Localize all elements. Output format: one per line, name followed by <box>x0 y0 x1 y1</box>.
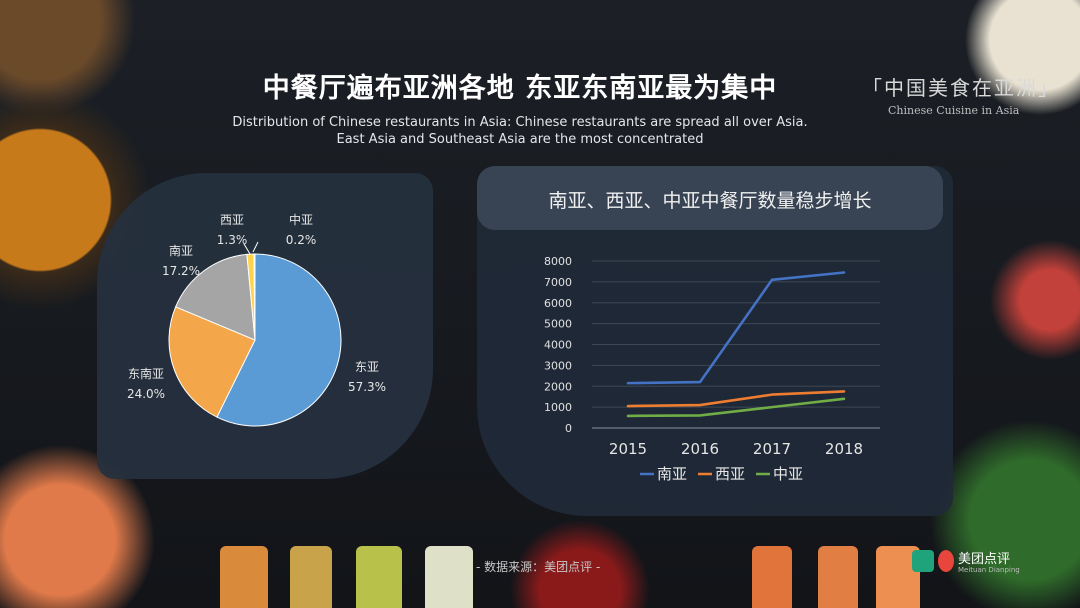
pie-slice-0 <box>216 253 342 427</box>
x-tick-label: 2017 <box>753 440 791 458</box>
series-line-1 <box>626 390 846 408</box>
y-tick-label: 1000 <box>544 401 572 414</box>
pie-label-zhongya: 中亚 <box>289 212 313 227</box>
subtitle-line-2: East Asia and Southeast Asia are the mos… <box>336 132 704 147</box>
pie-slice-1 <box>168 306 256 418</box>
y-tick-label: 8000 <box>544 255 572 268</box>
pie-label-nanya: 南亚 <box>169 243 193 258</box>
y-tick-label: 4000 <box>544 339 572 352</box>
series-line-0 <box>626 271 846 385</box>
legend-label-zhongya: 中亚 <box>773 465 803 483</box>
x-tick-label: 2016 <box>681 440 719 458</box>
y-tick-label: 0 <box>565 422 572 435</box>
pie-value-zhongya: 0.2% <box>286 233 317 247</box>
y-tick-label: 2000 <box>544 380 572 393</box>
pie-value-xiya: 1.3% <box>217 233 248 247</box>
x-tick-label: 2018 <box>825 440 863 458</box>
brand-subtitle: Chinese Cuisine in Asia <box>888 104 1020 117</box>
line-chart-title: 南亚、西亚、中亚中餐厅数量稳步增长 <box>548 190 872 212</box>
legend-label-nanya: 南亚 <box>657 465 687 483</box>
pie-label-dongnanya: 东南亚 <box>128 366 164 381</box>
sushi-roll-image <box>818 546 858 608</box>
sushi-roll-image <box>752 546 792 608</box>
y-tick-label: 5000 <box>544 318 572 331</box>
logo-subtext: Meituan Dianping <box>958 566 1020 574</box>
line-chart-header <box>477 166 943 230</box>
sushi-roll-image <box>220 546 268 608</box>
pie-value-dongnanya: 24.0% <box>127 387 165 401</box>
pie-slice-4 <box>253 253 256 341</box>
y-tick-label: 7000 <box>544 276 572 289</box>
subtitle-line-1: Distribution of Chinese restaurants in A… <box>232 115 808 130</box>
y-tick-label: 6000 <box>544 297 572 310</box>
logo-text: 美团点评 <box>958 552 1011 567</box>
y-tick-label: 3000 <box>544 359 572 372</box>
pie-value-nanya: 17.2% <box>162 264 200 278</box>
x-tick-label: 2015 <box>609 440 647 458</box>
sushi-roll-image <box>290 546 332 608</box>
data-source-note: - 数据来源：美团点评 - <box>476 560 601 574</box>
meituan-logo-icon <box>912 550 934 572</box>
brand-name: 「中国美食在亚洲」 <box>862 76 1060 100</box>
pie-value-dongya: 57.3% <box>348 380 386 394</box>
meituan-logo: 美团点评 Meituan Dianping <box>912 546 1024 580</box>
series-line-2 <box>626 397 846 418</box>
dianping-logo-icon <box>938 550 954 572</box>
legend-label-xiya: 西亚 <box>715 465 745 483</box>
sushi-roll-image <box>356 546 402 608</box>
pie-slice-2 <box>174 253 256 341</box>
sushi-roll-image <box>425 546 473 608</box>
callout-line-zhongya <box>252 241 259 253</box>
page-title: 中餐厅遍布亚洲各地 东亚东南亚最为集中 <box>262 73 778 104</box>
callout-line-xiya <box>243 243 251 255</box>
pie-label-xiya: 西亚 <box>220 213 244 227</box>
pie-label-dongya: 东亚 <box>355 360 379 374</box>
